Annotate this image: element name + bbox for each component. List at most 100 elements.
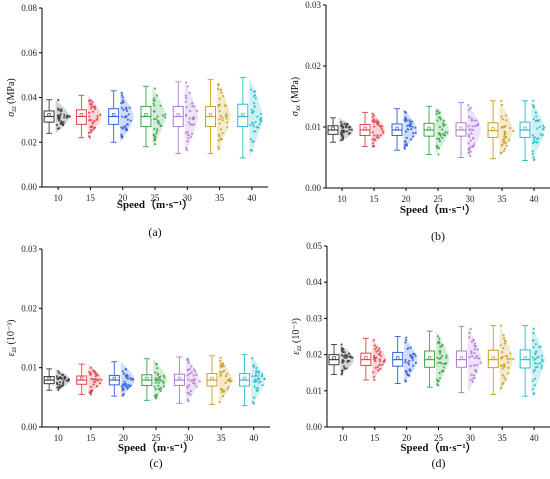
data-point — [473, 351, 476, 355]
data-point — [473, 143, 476, 146]
data-point — [371, 142, 374, 145]
data-point — [187, 361, 190, 364]
data-point — [435, 113, 438, 116]
x-tick-label: 25 — [434, 194, 444, 204]
data-point — [55, 123, 59, 127]
box-mean-marker — [491, 127, 495, 131]
data-point — [438, 361, 442, 364]
data-point — [63, 113, 66, 116]
data-point — [535, 350, 538, 353]
data-point — [250, 108, 253, 111]
x-tick-label: 10 — [338, 433, 348, 443]
data-point — [94, 378, 97, 381]
data-point — [441, 370, 444, 373]
chart-panel-1: 0.00 0.02 0.04 0.06 0.08 10 15 20 25 30 35 40 Speed（… — [6, 3, 268, 239]
data-point — [405, 370, 408, 373]
x-tick-label: 15 — [86, 193, 96, 203]
data-point — [405, 119, 408, 122]
data-point — [378, 363, 381, 367]
data-point — [155, 378, 158, 382]
data-point — [406, 347, 409, 350]
box-mean-marker — [427, 126, 431, 131]
data-point — [435, 110, 438, 113]
y-axis-title: σxx (MPa) — [290, 77, 302, 116]
data-point — [223, 104, 226, 107]
y-tick-label: 0.03 — [306, 313, 322, 323]
data-point — [531, 388, 535, 391]
data-point — [252, 402, 256, 405]
y-tick-label: 0.03 — [305, 0, 321, 10]
data-point — [377, 369, 380, 372]
data-point — [222, 394, 225, 398]
data-point — [185, 97, 188, 100]
data-point — [93, 119, 96, 122]
data-point — [92, 383, 95, 386]
data-point — [412, 132, 415, 135]
x-tick-label: 10 — [54, 193, 64, 203]
y-axis-title-subscript: zz — [10, 347, 18, 354]
panel-label: (b) — [431, 229, 445, 243]
data-point — [542, 124, 545, 127]
data-point — [437, 132, 440, 135]
data-point — [438, 377, 442, 380]
data-point — [409, 346, 412, 349]
y-tick-label: 0.02 — [306, 350, 322, 360]
data-point — [57, 98, 60, 102]
data-point — [348, 128, 351, 131]
panel-label: (d) — [432, 456, 446, 470]
data-point — [157, 384, 160, 387]
data-point — [254, 97, 257, 100]
data-point — [436, 137, 439, 140]
data-point — [532, 117, 535, 120]
data-point — [504, 114, 508, 117]
data-point — [153, 97, 156, 100]
x-tick-label: 25 — [152, 433, 162, 443]
data-point — [218, 400, 221, 404]
data-point — [90, 119, 93, 122]
data-point — [66, 114, 69, 117]
data-point — [468, 355, 471, 359]
data-point — [531, 152, 535, 156]
data-point — [253, 102, 256, 105]
data-point — [254, 120, 257, 124]
data-point — [381, 129, 384, 133]
data-point — [445, 356, 448, 359]
data-point — [467, 133, 470, 136]
data-point — [155, 362, 158, 365]
data-point — [470, 132, 473, 135]
data-point — [471, 125, 474, 128]
data-point — [90, 105, 93, 108]
data-point — [441, 128, 444, 131]
data-point — [153, 127, 156, 131]
data-point — [373, 344, 376, 347]
data-point — [341, 360, 344, 363]
data-point — [254, 372, 258, 375]
data-point — [403, 143, 407, 146]
data-point — [474, 342, 477, 345]
data-point — [252, 130, 255, 133]
data-point — [476, 363, 479, 366]
data-point — [121, 394, 124, 397]
data-point — [255, 126, 258, 129]
x-tick-label: 20 — [402, 194, 412, 204]
data-point — [259, 113, 262, 116]
data-point — [437, 153, 440, 156]
data-point — [404, 341, 407, 344]
data-point — [121, 370, 124, 373]
data-point — [186, 149, 189, 152]
data-point — [254, 374, 257, 377]
data-point — [63, 116, 66, 119]
data-point — [260, 375, 263, 378]
data-point — [159, 104, 162, 107]
data-point — [379, 350, 382, 354]
data-point — [469, 106, 472, 109]
data-point — [532, 99, 535, 102]
box-mean-marker — [144, 113, 148, 117]
data-point — [502, 150, 506, 153]
data-point — [414, 126, 417, 129]
data-point — [154, 396, 157, 399]
data-point — [467, 124, 470, 128]
data-point — [258, 123, 261, 126]
data-point — [403, 110, 406, 113]
